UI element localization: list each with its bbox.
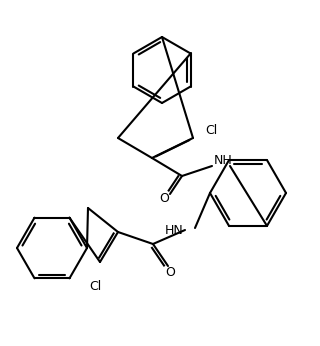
Text: O: O bbox=[159, 192, 169, 206]
Text: HN: HN bbox=[164, 224, 183, 237]
Text: Cl: Cl bbox=[205, 124, 217, 137]
Text: Cl: Cl bbox=[89, 280, 101, 293]
Text: NH: NH bbox=[214, 154, 233, 166]
Text: O: O bbox=[165, 266, 175, 280]
